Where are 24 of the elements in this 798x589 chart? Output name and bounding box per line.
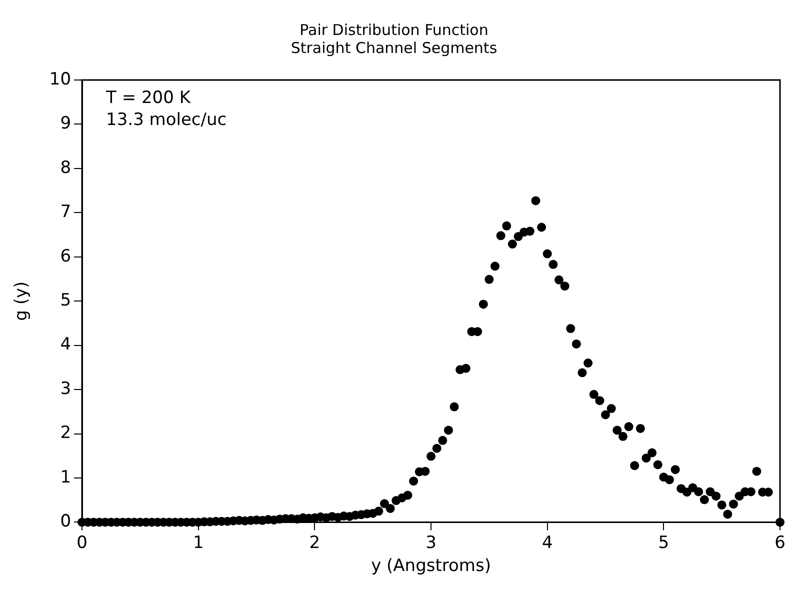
y-tick-label: 4: [60, 334, 72, 355]
y-tick-label: 10: [49, 69, 72, 90]
x-axis-title: y (Angstroms): [371, 556, 491, 576]
x-tick-label: 3: [426, 532, 436, 553]
y-tick-label: 6: [60, 246, 72, 266]
annotation: T = 200 K: [105, 88, 192, 108]
y-tick-label: 7: [60, 202, 72, 222]
y-tick-label: 8: [60, 158, 72, 178]
x-tick-label: 5: [658, 532, 670, 553]
x-tick-label: 6: [774, 532, 786, 553]
chart-title: Pair Distribution Function: [300, 20, 488, 39]
y-tick-label: 3: [60, 378, 72, 399]
y-tick-label: 9: [60, 114, 72, 134]
y-tick-label: 2: [60, 423, 72, 444]
y-axis-title: g (y): [12, 281, 32, 321]
x-tick-label: 0: [76, 532, 88, 553]
x-tick-label: 1: [192, 532, 204, 553]
y-tick-label: 0: [60, 512, 72, 532]
x-tick-label: 4: [542, 532, 553, 553]
y-tick-label: 1: [60, 467, 72, 488]
chart-subtitle: Straight Channel Segments: [290, 38, 498, 57]
x-tick-label: 2: [309, 532, 320, 553]
y-tick-label: 5: [60, 290, 72, 311]
annotation: 13.3 molec/uc: [106, 110, 227, 130]
